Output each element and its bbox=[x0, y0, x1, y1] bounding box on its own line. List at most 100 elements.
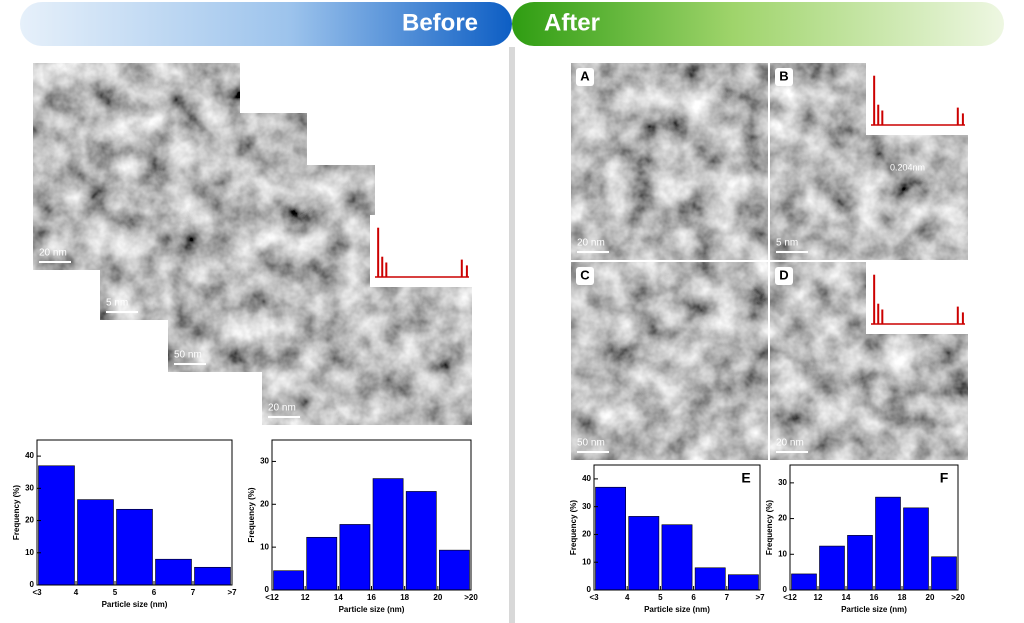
x-tick-label: >20 bbox=[951, 593, 965, 602]
bar bbox=[116, 508, 153, 586]
x-tick-label: <3 bbox=[32, 588, 42, 597]
bar bbox=[405, 491, 437, 591]
bar bbox=[819, 545, 845, 591]
y-tick-label: 20 bbox=[778, 514, 787, 523]
x-tick-label: 14 bbox=[334, 593, 343, 602]
plot-frame bbox=[593, 464, 761, 591]
x-axis-label: Particle size (nm) bbox=[841, 605, 907, 614]
bar bbox=[38, 465, 75, 586]
before-title: Before bbox=[402, 9, 478, 36]
lattice-annotation: 0.204nm bbox=[890, 162, 925, 172]
bar bbox=[931, 556, 957, 591]
y-axis-label: Frequency (%) bbox=[765, 500, 774, 555]
bar bbox=[595, 486, 627, 591]
x-tick-label: 20 bbox=[433, 593, 442, 602]
x-tick-label: 18 bbox=[898, 593, 907, 602]
y-axis-label: Frequency (%) bbox=[12, 485, 21, 540]
x-tick-label: 16 bbox=[367, 593, 376, 602]
bar bbox=[273, 570, 304, 591]
y-tick-label: 20 bbox=[582, 530, 591, 539]
x-tick-label: >20 bbox=[464, 593, 478, 602]
panel-label: D bbox=[779, 267, 788, 282]
scale-label: 50 nm bbox=[174, 350, 202, 361]
x-tick-label: 20 bbox=[926, 593, 935, 602]
y-tick-label: 0 bbox=[587, 585, 592, 594]
y-tick-label: 0 bbox=[30, 580, 35, 589]
panel-label: C bbox=[580, 267, 590, 282]
banner-after bbox=[512, 2, 1004, 46]
x-axis-label: Particle size (nm) bbox=[102, 600, 168, 609]
y-axis-label: Frequency (%) bbox=[247, 487, 256, 542]
after-title: After bbox=[544, 9, 600, 36]
bar bbox=[727, 574, 759, 591]
bar bbox=[372, 478, 404, 591]
x-tick-label: >7 bbox=[227, 588, 237, 597]
x-tick-label: 12 bbox=[301, 593, 310, 602]
bar bbox=[155, 558, 192, 586]
panel-label: F bbox=[940, 470, 949, 486]
x-tick-label: 5 bbox=[113, 588, 118, 597]
y-tick-label: 0 bbox=[783, 585, 788, 594]
y-tick-label: 20 bbox=[25, 516, 34, 525]
x-tick-label: 14 bbox=[842, 593, 851, 602]
tem-image bbox=[571, 63, 768, 260]
eds-inset bbox=[370, 215, 472, 287]
scale-label: 20 nm bbox=[776, 438, 804, 449]
bar bbox=[628, 516, 660, 591]
x-tick-label: 12 bbox=[814, 593, 823, 602]
y-tick-label: 40 bbox=[25, 451, 34, 460]
panel-label: B bbox=[779, 68, 788, 83]
y-tick-label: 30 bbox=[582, 502, 591, 511]
bar bbox=[306, 536, 338, 591]
y-tick-label: 30 bbox=[778, 478, 787, 487]
x-axis-label: Particle size (nm) bbox=[644, 605, 710, 614]
bar bbox=[439, 549, 470, 591]
x-tick-label: >7 bbox=[755, 593, 765, 602]
x-axis-label: Particle size (nm) bbox=[339, 605, 405, 614]
x-tick-label: 6 bbox=[152, 588, 157, 597]
y-tick-label: 10 bbox=[260, 542, 269, 551]
plot-frame bbox=[36, 439, 233, 586]
bar bbox=[791, 573, 817, 591]
scale-label: 5 nm bbox=[776, 238, 798, 249]
x-tick-label: 6 bbox=[691, 593, 696, 602]
scale-label: 20 nm bbox=[577, 238, 605, 249]
x-tick-label: 16 bbox=[870, 593, 879, 602]
y-axis-label: Frequency (%) bbox=[569, 500, 578, 555]
scale-label: 50 nm bbox=[577, 438, 605, 449]
bar bbox=[903, 507, 929, 591]
bar bbox=[847, 535, 873, 591]
panel-label: E bbox=[741, 470, 750, 486]
eds-inset bbox=[866, 63, 968, 135]
x-tick-label: 18 bbox=[400, 593, 409, 602]
divider bbox=[509, 47, 515, 623]
x-tick-label: 4 bbox=[625, 593, 630, 602]
y-tick-label: 10 bbox=[582, 557, 591, 566]
x-tick-label: 4 bbox=[74, 588, 79, 597]
x-tick-label: 7 bbox=[725, 593, 730, 602]
y-tick-label: 40 bbox=[582, 474, 591, 483]
panel-label-box bbox=[775, 267, 793, 285]
bar bbox=[694, 567, 726, 591]
x-tick-label: 5 bbox=[658, 593, 663, 602]
x-tick-label: <12 bbox=[265, 593, 279, 602]
y-tick-label: 30 bbox=[260, 457, 269, 466]
x-tick-label: 7 bbox=[191, 588, 196, 597]
bar bbox=[77, 499, 114, 586]
banner-before bbox=[20, 2, 512, 46]
y-tick-label: 20 bbox=[260, 499, 269, 508]
scale-label: 5 nm bbox=[106, 298, 128, 309]
y-tick-label: 10 bbox=[778, 549, 787, 558]
panel-label-box bbox=[775, 68, 793, 86]
eds-inset bbox=[866, 262, 968, 334]
y-tick-label: 0 bbox=[265, 585, 270, 594]
y-tick-label: 30 bbox=[25, 483, 34, 492]
x-tick-label: <12 bbox=[783, 593, 797, 602]
tem-image bbox=[571, 262, 768, 460]
bar bbox=[661, 524, 693, 591]
panel-label: A bbox=[580, 68, 590, 83]
x-tick-label: <3 bbox=[589, 593, 599, 602]
scale-label: 20 nm bbox=[268, 403, 296, 414]
scale-label: 20 nm bbox=[39, 248, 67, 259]
